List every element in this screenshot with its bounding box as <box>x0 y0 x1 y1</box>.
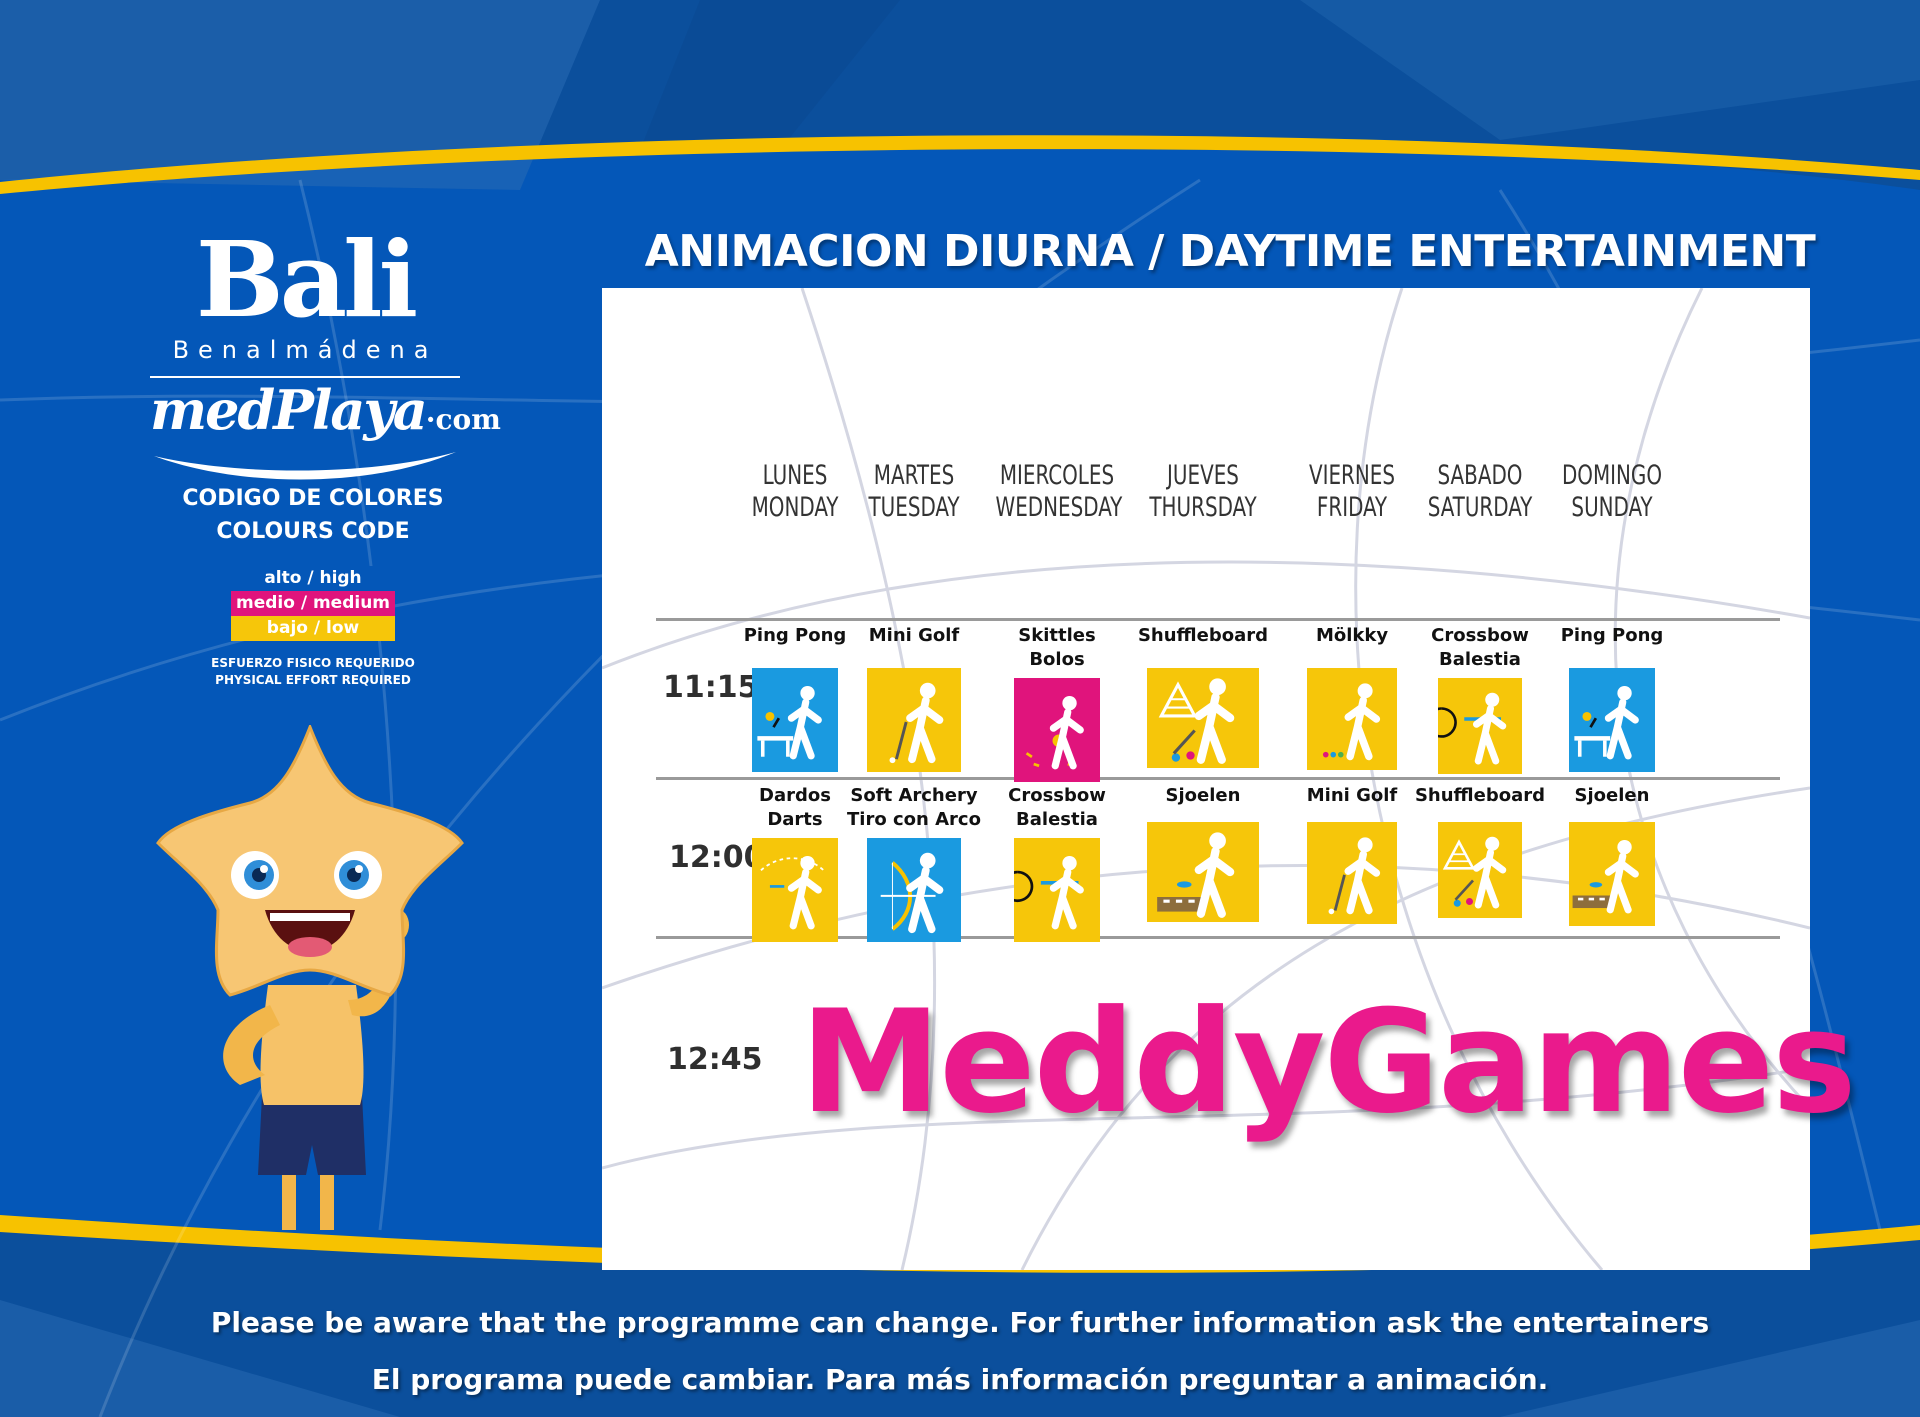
golf-icon <box>1307 822 1397 924</box>
legend-item-low: bajo / low <box>231 616 395 641</box>
activity-name-alt: Tiro con Arco <box>847 809 981 830</box>
activity-card: Soft Archery Tiro con Arco <box>834 784 994 942</box>
day-header: LUNES MONDAY <box>734 460 857 524</box>
footer-note-en: Please be aware that the programme can c… <box>210 1306 1710 1339</box>
activity-card: Shuffleboard <box>1400 784 1560 918</box>
day-header: MARTES TUESDAY <box>853 460 976 524</box>
time-slot-1: 11:15 <box>663 670 759 705</box>
brand-city: Benalmádena <box>150 336 460 378</box>
day-name-es: MARTES <box>873 460 955 491</box>
day-header: SABADO SATURDAY <box>1419 460 1542 524</box>
legend-note-es: ESFUERZO FISICO REQUERIDO <box>211 656 415 670</box>
activity-card: Sjoelen <box>1532 784 1692 926</box>
activity-card: Ping Pong <box>1532 624 1692 772</box>
activity-card: Skittles Bolos <box>977 624 1137 782</box>
colour-code-legend: CODIGO DE COLORES COLOURS CODE alto / hi… <box>150 482 476 689</box>
activity-name: Ping Pong <box>743 625 847 646</box>
activity-name: Mini Golf <box>1306 785 1398 806</box>
time-slot-3: 12:45 <box>667 1042 763 1077</box>
bowling-icon <box>1014 678 1100 782</box>
activity-card: Sjoelen <box>1123 784 1283 922</box>
day-header: JUEVES THURSDAY <box>1142 460 1265 524</box>
activity-card: Dardos Darts <box>715 784 875 942</box>
activity-name: Crossbow <box>1431 625 1529 646</box>
shuffleboard-icon <box>1147 668 1259 768</box>
legend-item-medium: medio / medium <box>231 591 395 616</box>
legend-title-es: CODIGO DE COLORES <box>182 486 444 511</box>
day-header: MIERCOLES WEDNESDAY <box>995 460 1123 524</box>
day-header: VIERNES FRIDAY <box>1291 460 1414 524</box>
brand-logo-bali: Bali <box>195 218 418 341</box>
divider-line <box>656 777 1780 780</box>
brand-site-suffix: ·com <box>425 403 501 436</box>
sjoelen-icon <box>1569 822 1655 926</box>
activity-card: Ping Pong <box>715 624 875 772</box>
day-name-es: DOMINGO <box>1561 460 1663 491</box>
page-title: ANIMACION DIURNA / DAYTIME ENTERTAINMENT <box>644 226 1816 277</box>
activity-name: Sjoelen <box>1165 785 1241 806</box>
legend-items: alto / high medio / medium bajo / low <box>231 566 395 641</box>
brand-block: Bali Benalmádena medPlaya·com <box>150 218 501 484</box>
shuffleboard-icon <box>1438 822 1522 918</box>
legend-title-en: COLOURS CODE <box>216 519 410 544</box>
activity-card: Crossbow Balestia <box>977 784 1137 942</box>
archery-icon <box>867 838 961 942</box>
day-name-en: THURSDAY <box>1149 492 1257 523</box>
day-name-es: LUNES <box>762 460 828 491</box>
activity-card: Mölkky <box>1272 624 1432 770</box>
day-name-es: SABADO <box>1437 460 1523 491</box>
starfish-mascot-icon <box>156 725 464 1230</box>
sjoelen-icon <box>1147 822 1259 922</box>
activity-name-alt: Darts <box>767 809 823 830</box>
activity-name: Skittles <box>1018 625 1096 646</box>
activity-name: Shuffleboard <box>1414 785 1546 806</box>
activity-card: Shuffleboard <box>1123 624 1283 768</box>
activity-name-alt: Balestia <box>1439 649 1521 670</box>
activity-name: Mölkky <box>1315 625 1389 646</box>
darts-icon <box>752 838 838 942</box>
divider-line <box>656 936 1780 939</box>
day-name-en: MONDAY <box>751 492 839 523</box>
activity-name: Soft Archery <box>850 785 978 806</box>
day-name-en: TUESDAY <box>868 492 960 523</box>
legend-item-high: alto / high <box>231 566 395 591</box>
day-name-en: SUNDAY <box>1571 492 1653 523</box>
day-header: DOMINGO SUNDAY <box>1551 460 1674 524</box>
activity-name: Dardos <box>759 785 831 806</box>
activity-card: Mini Golf <box>1272 784 1432 924</box>
activity-name: Sjoelen <box>1574 785 1650 806</box>
swoosh-icon <box>154 452 456 480</box>
ping-pong-icon <box>752 668 838 772</box>
activity-name: Mini Golf <box>868 625 960 646</box>
brand-site-main: medPlaya <box>150 378 428 442</box>
time-slot-2: 12:00 <box>669 840 765 875</box>
day-name-es: VIERNES <box>1308 460 1396 491</box>
footer-note-es: El programa puede cambiar. Para más info… <box>371 1363 1549 1396</box>
golf-icon <box>867 668 961 772</box>
meddygames-event: MeddyGames <box>800 980 1857 1145</box>
brand-logo-medplaya: medPlaya·com <box>150 378 501 450</box>
day-name-es: JUEVES <box>1167 460 1239 491</box>
activity-name-alt: Balestia <box>1016 809 1098 830</box>
molkky-icon <box>1307 668 1397 770</box>
day-name-en: WEDNESDAY <box>995 492 1123 523</box>
activity-name-alt: Bolos <box>1029 649 1085 670</box>
activity-name: Ping Pong <box>1560 625 1664 646</box>
divider-line <box>656 618 1780 621</box>
crossbow-icon <box>1426 678 1522 774</box>
activity-card: Crossbow Balestia <box>1400 624 1560 774</box>
legend-note-en: PHYSICAL EFFORT REQUIRED <box>215 673 411 687</box>
day-name-en: FRIDAY <box>1316 492 1388 523</box>
activity-card: Mini Golf <box>834 624 994 772</box>
crossbow-icon <box>1001 838 1100 942</box>
activity-name: Shuffleboard <box>1137 625 1269 646</box>
day-name-es: MIERCOLES <box>999 460 1115 491</box>
activity-name: Crossbow <box>1008 785 1106 806</box>
ping-pong-icon <box>1569 668 1655 772</box>
day-name-en: SATURDAY <box>1427 492 1533 523</box>
